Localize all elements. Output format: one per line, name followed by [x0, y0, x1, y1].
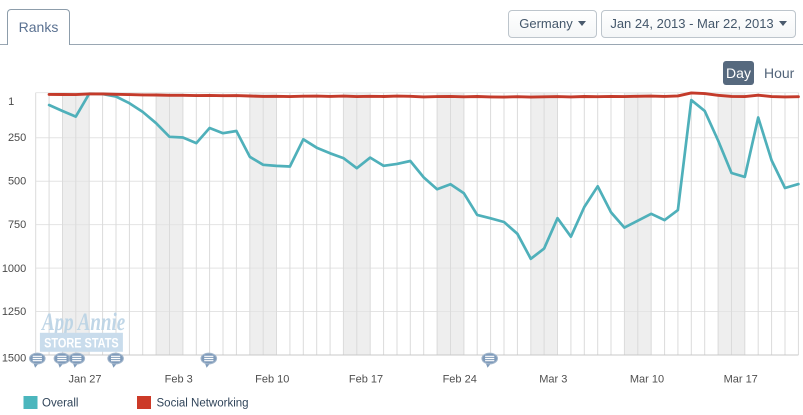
svg-text:1250: 1250 — [2, 306, 26, 318]
svg-text:STORE STATS: STORE STATS — [44, 335, 119, 351]
svg-text:250: 250 — [8, 132, 26, 144]
svg-text:1500: 1500 — [2, 353, 26, 365]
svg-text:Social Networking: Social Networking — [157, 398, 249, 410]
svg-text:App Annie: App Annie — [40, 307, 125, 335]
svg-text:Mar 3: Mar 3 — [539, 373, 567, 385]
svg-text:Feb 3: Feb 3 — [165, 373, 193, 385]
svg-text:750: 750 — [8, 219, 26, 231]
svg-text:1: 1 — [8, 96, 14, 108]
svg-text:Overall: Overall — [42, 398, 78, 410]
svg-text:Feb 17: Feb 17 — [349, 373, 383, 385]
svg-text:Mar 17: Mar 17 — [724, 373, 758, 385]
svg-text:Mar 10: Mar 10 — [630, 373, 664, 385]
svg-text:Jan 27: Jan 27 — [68, 373, 101, 385]
svg-text:500: 500 — [8, 176, 26, 188]
svg-text:Feb 10: Feb 10 — [255, 373, 289, 385]
svg-text:Feb 24: Feb 24 — [443, 373, 477, 385]
svg-text:1000: 1000 — [2, 263, 26, 275]
